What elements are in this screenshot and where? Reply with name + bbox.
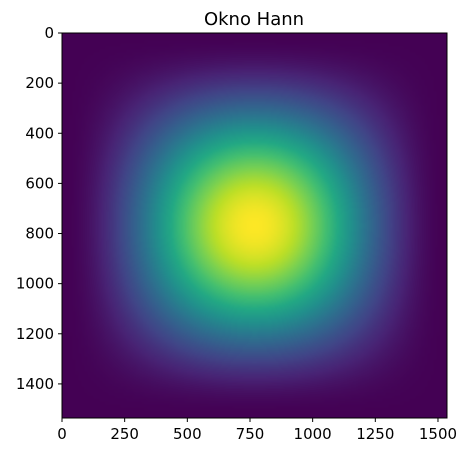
x-tick-label: 750 [236,425,265,443]
x-tick-label: 0 [57,425,67,443]
y-tick-label: 200 [25,74,54,92]
y-tick-label: 0 [44,24,54,42]
y-tick-label: 1400 [16,375,54,393]
chart-title: Okno Hann [204,9,304,30]
y-tick-label: 1000 [16,275,54,293]
y-tick-label: 400 [25,124,54,142]
y-tick-label: 600 [25,174,54,192]
x-tick-label: 250 [110,425,139,443]
x-tick-label: 1250 [356,425,394,443]
y-tick-label: 800 [25,225,54,243]
x-tick-label: 1500 [419,425,457,443]
x-tick-label: 1000 [294,425,332,443]
x-tick-label: 500 [173,425,202,443]
x-axis: 0 250 500 750 1000 1250 1500 [57,418,457,443]
plot-frame [61,32,448,419]
heatmap-image [62,33,447,418]
heatmap [62,33,447,418]
y-axis: 0 200 400 600 800 1000 1200 1400 [16,24,62,393]
y-tick-label: 1200 [16,325,54,343]
